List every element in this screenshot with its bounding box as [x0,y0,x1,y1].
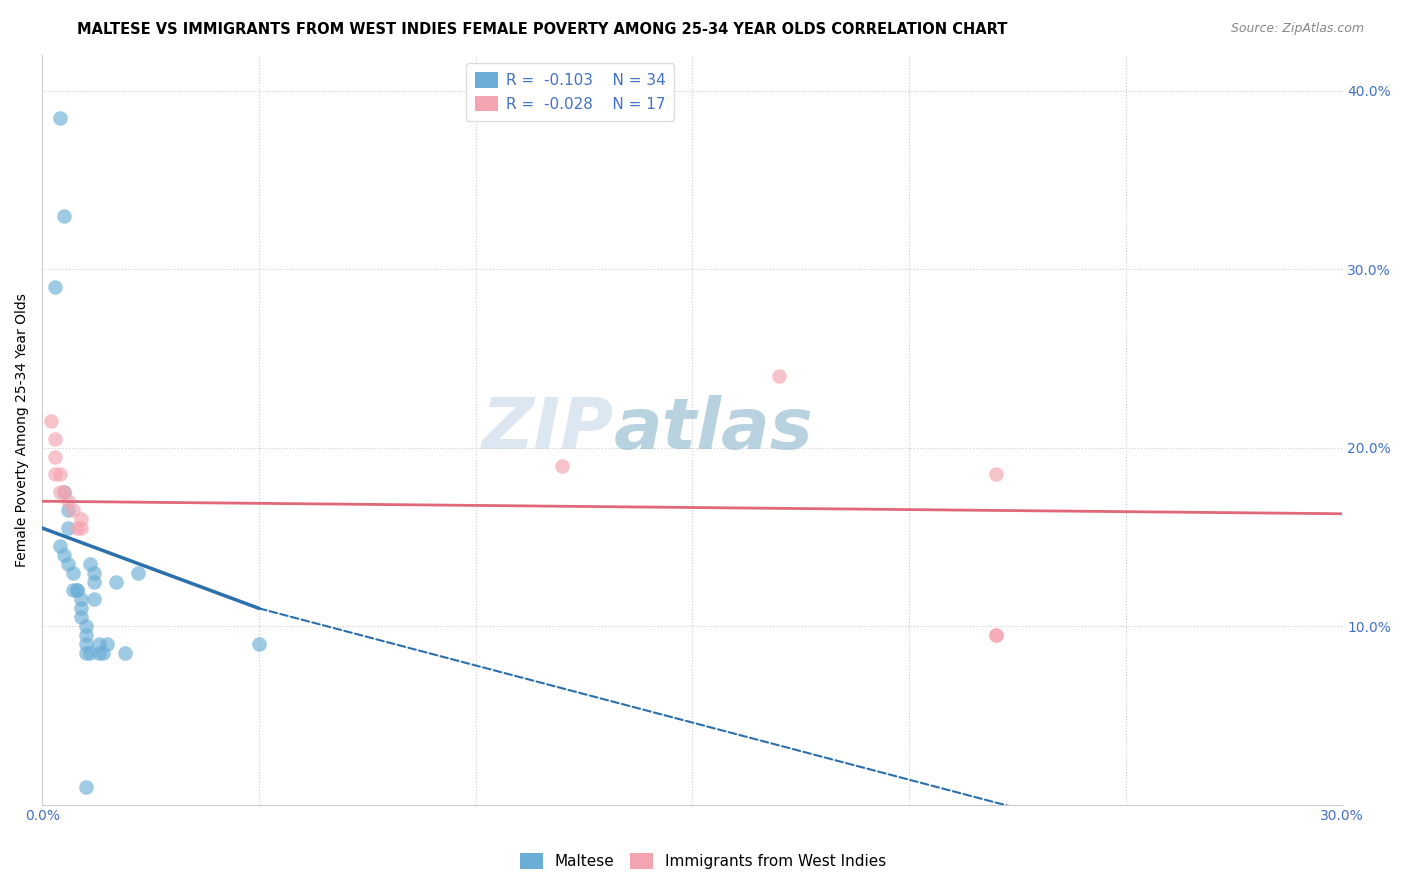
Point [91,646,114,660]
Point [75,780,97,794]
Point [87,637,110,651]
Point [247,637,270,651]
Point [75,619,97,633]
Point [75,628,97,642]
Point [66,521,89,535]
Point [75,637,97,651]
Point [52,485,75,500]
Point [114,646,136,660]
Point [58,557,80,571]
Point [127,566,149,580]
Point [44,280,66,294]
Point [44,432,66,446]
Point [44,467,66,482]
Text: Source: ZipAtlas.com: Source: ZipAtlas.com [1230,22,1364,36]
Point [83,574,105,589]
Text: MALTESE VS IMMIGRANTS FROM WEST INDIES FEMALE POVERTY AMONG 25-34 YEAR OLDS CORR: MALTESE VS IMMIGRANTS FROM WEST INDIES F… [77,22,1008,37]
Point [768,369,790,384]
Point [96,637,118,651]
Point [104,574,127,589]
Point [70,512,93,526]
Point [70,610,93,624]
Point [48,111,70,125]
Point [70,592,93,607]
Point [48,539,70,553]
Point [83,592,105,607]
Point [39,414,62,428]
Point [62,583,84,598]
Point [79,646,101,660]
Point [87,646,110,660]
Point [66,583,89,598]
Legend: Maltese, Immigrants from West Indies: Maltese, Immigrants from West Indies [513,847,893,875]
Point [58,503,80,517]
Point [984,467,1007,482]
Point [984,628,1007,642]
Point [70,601,93,615]
Point [66,583,89,598]
Point [984,628,1007,642]
Point [58,521,80,535]
Point [62,566,84,580]
Point [48,485,70,500]
Legend: R =  -0.103    N = 34, R =  -0.028    N = 17: R = -0.103 N = 34, R = -0.028 N = 17 [465,62,675,120]
Point [70,521,93,535]
Point [83,566,105,580]
Point [52,209,75,223]
Y-axis label: Female Poverty Among 25-34 Year Olds: Female Poverty Among 25-34 Year Olds [15,293,30,566]
Point [75,646,97,660]
Point [551,458,574,473]
Point [62,503,84,517]
Point [48,467,70,482]
Point [52,485,75,500]
Point [52,548,75,562]
Point [58,494,80,508]
Point [79,557,101,571]
Text: ZIP: ZIP [482,395,614,465]
Text: atlas: atlas [614,395,814,465]
Point [44,450,66,464]
